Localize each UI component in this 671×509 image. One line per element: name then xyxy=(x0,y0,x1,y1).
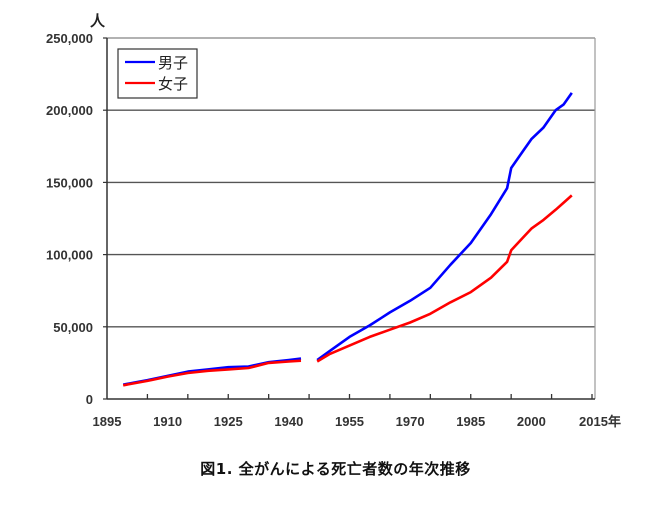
x-tick-label: 2000 xyxy=(517,414,546,429)
y-tick-label: 150,000 xyxy=(46,175,93,190)
x-tick-label: 1910 xyxy=(153,414,182,429)
legend: 男子 女子 xyxy=(117,48,198,99)
y-tick-label: 250,000 xyxy=(46,31,93,46)
series-lines xyxy=(122,92,573,387)
female-series-line xyxy=(316,194,573,363)
y-axis-labels: 0 50,000 100,000 150,000 200,000 250,000 xyxy=(46,31,93,407)
x-tick-label: 1955 xyxy=(335,414,364,429)
y-tick-label: 100,000 xyxy=(46,248,93,263)
x-tick-label: 1925 xyxy=(214,414,243,429)
axes xyxy=(103,37,596,400)
y-tick-label: 50,000 xyxy=(53,320,93,335)
x-tick-label: 1895 xyxy=(93,414,122,429)
x-tick-label: 1940 xyxy=(274,414,303,429)
y-tick-label: 0 xyxy=(86,392,93,407)
y-axis-unit-label: 人 xyxy=(90,12,106,30)
x-tick-label: 1970 xyxy=(396,414,425,429)
y-tick-label: 200,000 xyxy=(46,103,93,118)
figure-caption: 図1. 全がんによる死亡者数の年次推移 xyxy=(200,460,471,478)
line-chart: 0 50,000 100,000 150,000 200,000 250,000 1895… xyxy=(46,12,621,429)
legend-label-male: 男子 xyxy=(158,54,188,72)
legend-label-female: 女子 xyxy=(158,75,188,93)
x-axis-labels: 1895 1910 1925 1940 1955 1970 1985 2000 2015年 xyxy=(93,414,621,429)
female-series-line xyxy=(122,359,302,387)
male-series-line xyxy=(316,92,573,362)
x-tick-label: 2015年 xyxy=(579,414,621,429)
x-tick-label: 1985 xyxy=(456,414,485,429)
